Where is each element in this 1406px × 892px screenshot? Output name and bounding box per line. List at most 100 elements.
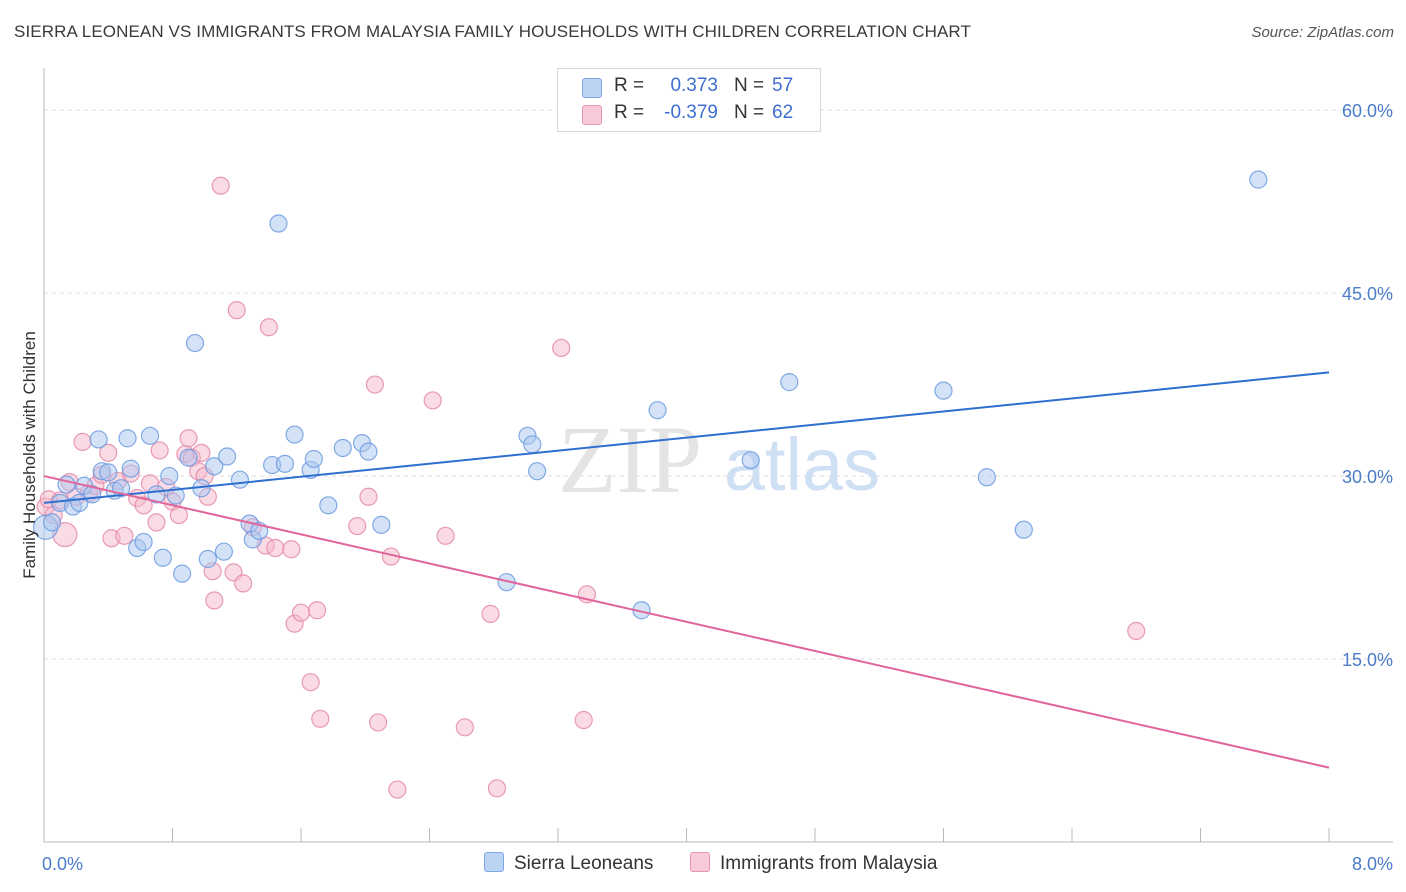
bottom-legend-immigrants-from-malaysia: Immigrants from Malaysia xyxy=(690,852,938,875)
y-tick-label-0: 15.0% xyxy=(1342,650,1393,670)
sierra-leoneans-point-20 xyxy=(160,466,179,486)
sierra-leoneans-point-22 xyxy=(173,564,192,583)
malaysia-point-47 xyxy=(348,516,367,536)
legend-r-label: R = xyxy=(614,75,645,96)
malaysia-point-19 xyxy=(147,513,166,532)
y-axis-label: Family Households with Children xyxy=(20,331,39,579)
sierra-leoneans-point-21 xyxy=(166,486,185,505)
correlation-legend: R = 0.373 N = 57 R = -0.379 N = 62 xyxy=(557,68,821,132)
malaysia-point-46 xyxy=(311,709,330,728)
malaysia-point-52 xyxy=(388,780,407,799)
malaysia-point-20 xyxy=(150,441,169,460)
legend-r-value: 0.373 xyxy=(670,75,718,96)
sierra-leoneans-point-27 xyxy=(205,457,224,476)
sierra-leoneans-point-13 xyxy=(118,429,137,448)
malaysia-point-25 xyxy=(179,429,198,448)
malaysia-point-53 xyxy=(423,391,442,410)
sierra-leoneans-point-44 xyxy=(372,515,391,534)
sierra-leoneans-point-8 xyxy=(89,430,108,449)
bottom-legend-swatch-blue xyxy=(484,852,504,872)
sierra-leoneans-point-36 xyxy=(275,454,295,473)
malaysia-trend-line xyxy=(43,475,1330,769)
bottom-legend-label: Sierra Leoneans xyxy=(514,853,654,874)
sierra-leoneans-trend-line xyxy=(43,371,1330,504)
malaysia-point-48 xyxy=(359,487,378,506)
sierra-leoneans-point-39 xyxy=(304,449,323,469)
bottom-legend-swatch-pink xyxy=(690,852,710,872)
y-tick-label-2: 45.0% xyxy=(1342,284,1393,304)
sierra-leoneans-point-30 xyxy=(230,470,250,489)
malaysia-point-55 xyxy=(455,718,474,737)
axes xyxy=(43,68,1393,843)
sierra-leoneans-point-14 xyxy=(121,459,140,478)
tick-labels: 15.0% 30.0% 45.0% 60.0% 0.0% 8.0% xyxy=(42,101,1393,874)
malaysia-point-41 xyxy=(282,540,301,559)
malaysia-point-14 xyxy=(115,526,134,545)
malaysia-point-23 xyxy=(169,505,189,525)
malaysia-point-45 xyxy=(307,601,327,620)
sierra-leoneans-point-19 xyxy=(153,548,172,567)
sierra-leoneans-point-43 xyxy=(359,442,378,461)
sierra-leoneans-point-47 xyxy=(523,435,542,454)
legend-n-value: 57 xyxy=(772,75,794,96)
sierra-leoneans-point-26 xyxy=(198,549,217,569)
sierra-leoneans-point-56 xyxy=(1249,170,1268,189)
watermark-zip: ZIP xyxy=(558,406,702,513)
sierra-leoneans-point-51 xyxy=(741,451,760,470)
legend-swatch-blue xyxy=(582,78,602,98)
malaysia-point-58 xyxy=(552,338,571,358)
legend-n-label: N = xyxy=(734,75,765,96)
malaysia-point-35 xyxy=(227,301,246,320)
sierra-leoneans-point-10 xyxy=(99,463,118,482)
sierra-leoneans-point-1 xyxy=(42,513,62,532)
sierra-leoneans-point-54 xyxy=(977,468,996,487)
chart-title: SIERRA LEONEAN VS IMMIGRANTS FROM MALAYS… xyxy=(14,22,971,41)
legend-r-label: R = xyxy=(614,102,645,123)
sierra-leoneans-point-28 xyxy=(214,542,233,561)
malaysia-point-43 xyxy=(291,603,311,622)
sierra-leoneans-point-29 xyxy=(218,447,237,466)
legend-n-value: 62 xyxy=(772,102,794,123)
sierra-leoneans-point-23 xyxy=(179,448,198,467)
source-label: Source: ZipAtlas.com xyxy=(1251,24,1394,41)
y-tick-label-3: 60.0% xyxy=(1342,101,1393,121)
sierra-leoneans-point-16 xyxy=(134,532,153,552)
legend-n-label: N = xyxy=(734,102,765,123)
malaysia-point-33 xyxy=(211,176,230,195)
malaysia-point-36 xyxy=(234,574,253,593)
sierra-leoneans-point-52 xyxy=(780,373,799,392)
sierra-leoneans-point-41 xyxy=(333,438,352,458)
legend-swatch-pink xyxy=(582,105,602,125)
sierra-leoneans-point-48 xyxy=(528,462,547,481)
malaysia-point-32 xyxy=(205,591,224,610)
bottom-legend-sierra-leoneans: Sierra Leoneans xyxy=(484,852,653,875)
watermark: ZIP atlas xyxy=(558,406,880,513)
malaysia-point-57 xyxy=(487,779,507,798)
x-tick-label-0: 0.0% xyxy=(42,854,83,874)
series-sierra-leoneans xyxy=(33,170,1268,620)
sierra-leoneans-point-53 xyxy=(934,381,953,400)
sierra-leoneans-point-55 xyxy=(1014,520,1033,539)
malaysia-point-11 xyxy=(99,443,118,462)
legend-r-value: -0.379 xyxy=(664,102,718,123)
sierra-leoneans-point-50 xyxy=(648,401,667,420)
malaysia-point-44 xyxy=(301,673,320,692)
sierra-leoneans-point-35 xyxy=(269,214,288,233)
sierra-leoneans-point-17 xyxy=(140,426,160,445)
malaysia-point-50 xyxy=(369,713,388,732)
sierra-leoneans-point-37 xyxy=(285,425,304,444)
sierra-leoneans-point-24 xyxy=(185,333,205,353)
x-tick-label-1: 8.0% xyxy=(1352,854,1393,874)
malaysia-point-17 xyxy=(134,496,153,515)
malaysia-point-49 xyxy=(365,375,384,394)
sierra-leoneans-point-40 xyxy=(319,496,338,515)
malaysia-point-59 xyxy=(574,710,593,730)
malaysia-point-7 xyxy=(73,432,92,451)
malaysia-point-56 xyxy=(481,604,500,623)
malaysia-point-61 xyxy=(1127,621,1146,641)
sierra-leoneans-point-3 xyxy=(57,475,76,494)
bottom-legend-label: Immigrants from Malaysia xyxy=(720,853,938,874)
malaysia-point-40 xyxy=(266,538,285,558)
trend-lines xyxy=(43,371,1330,769)
